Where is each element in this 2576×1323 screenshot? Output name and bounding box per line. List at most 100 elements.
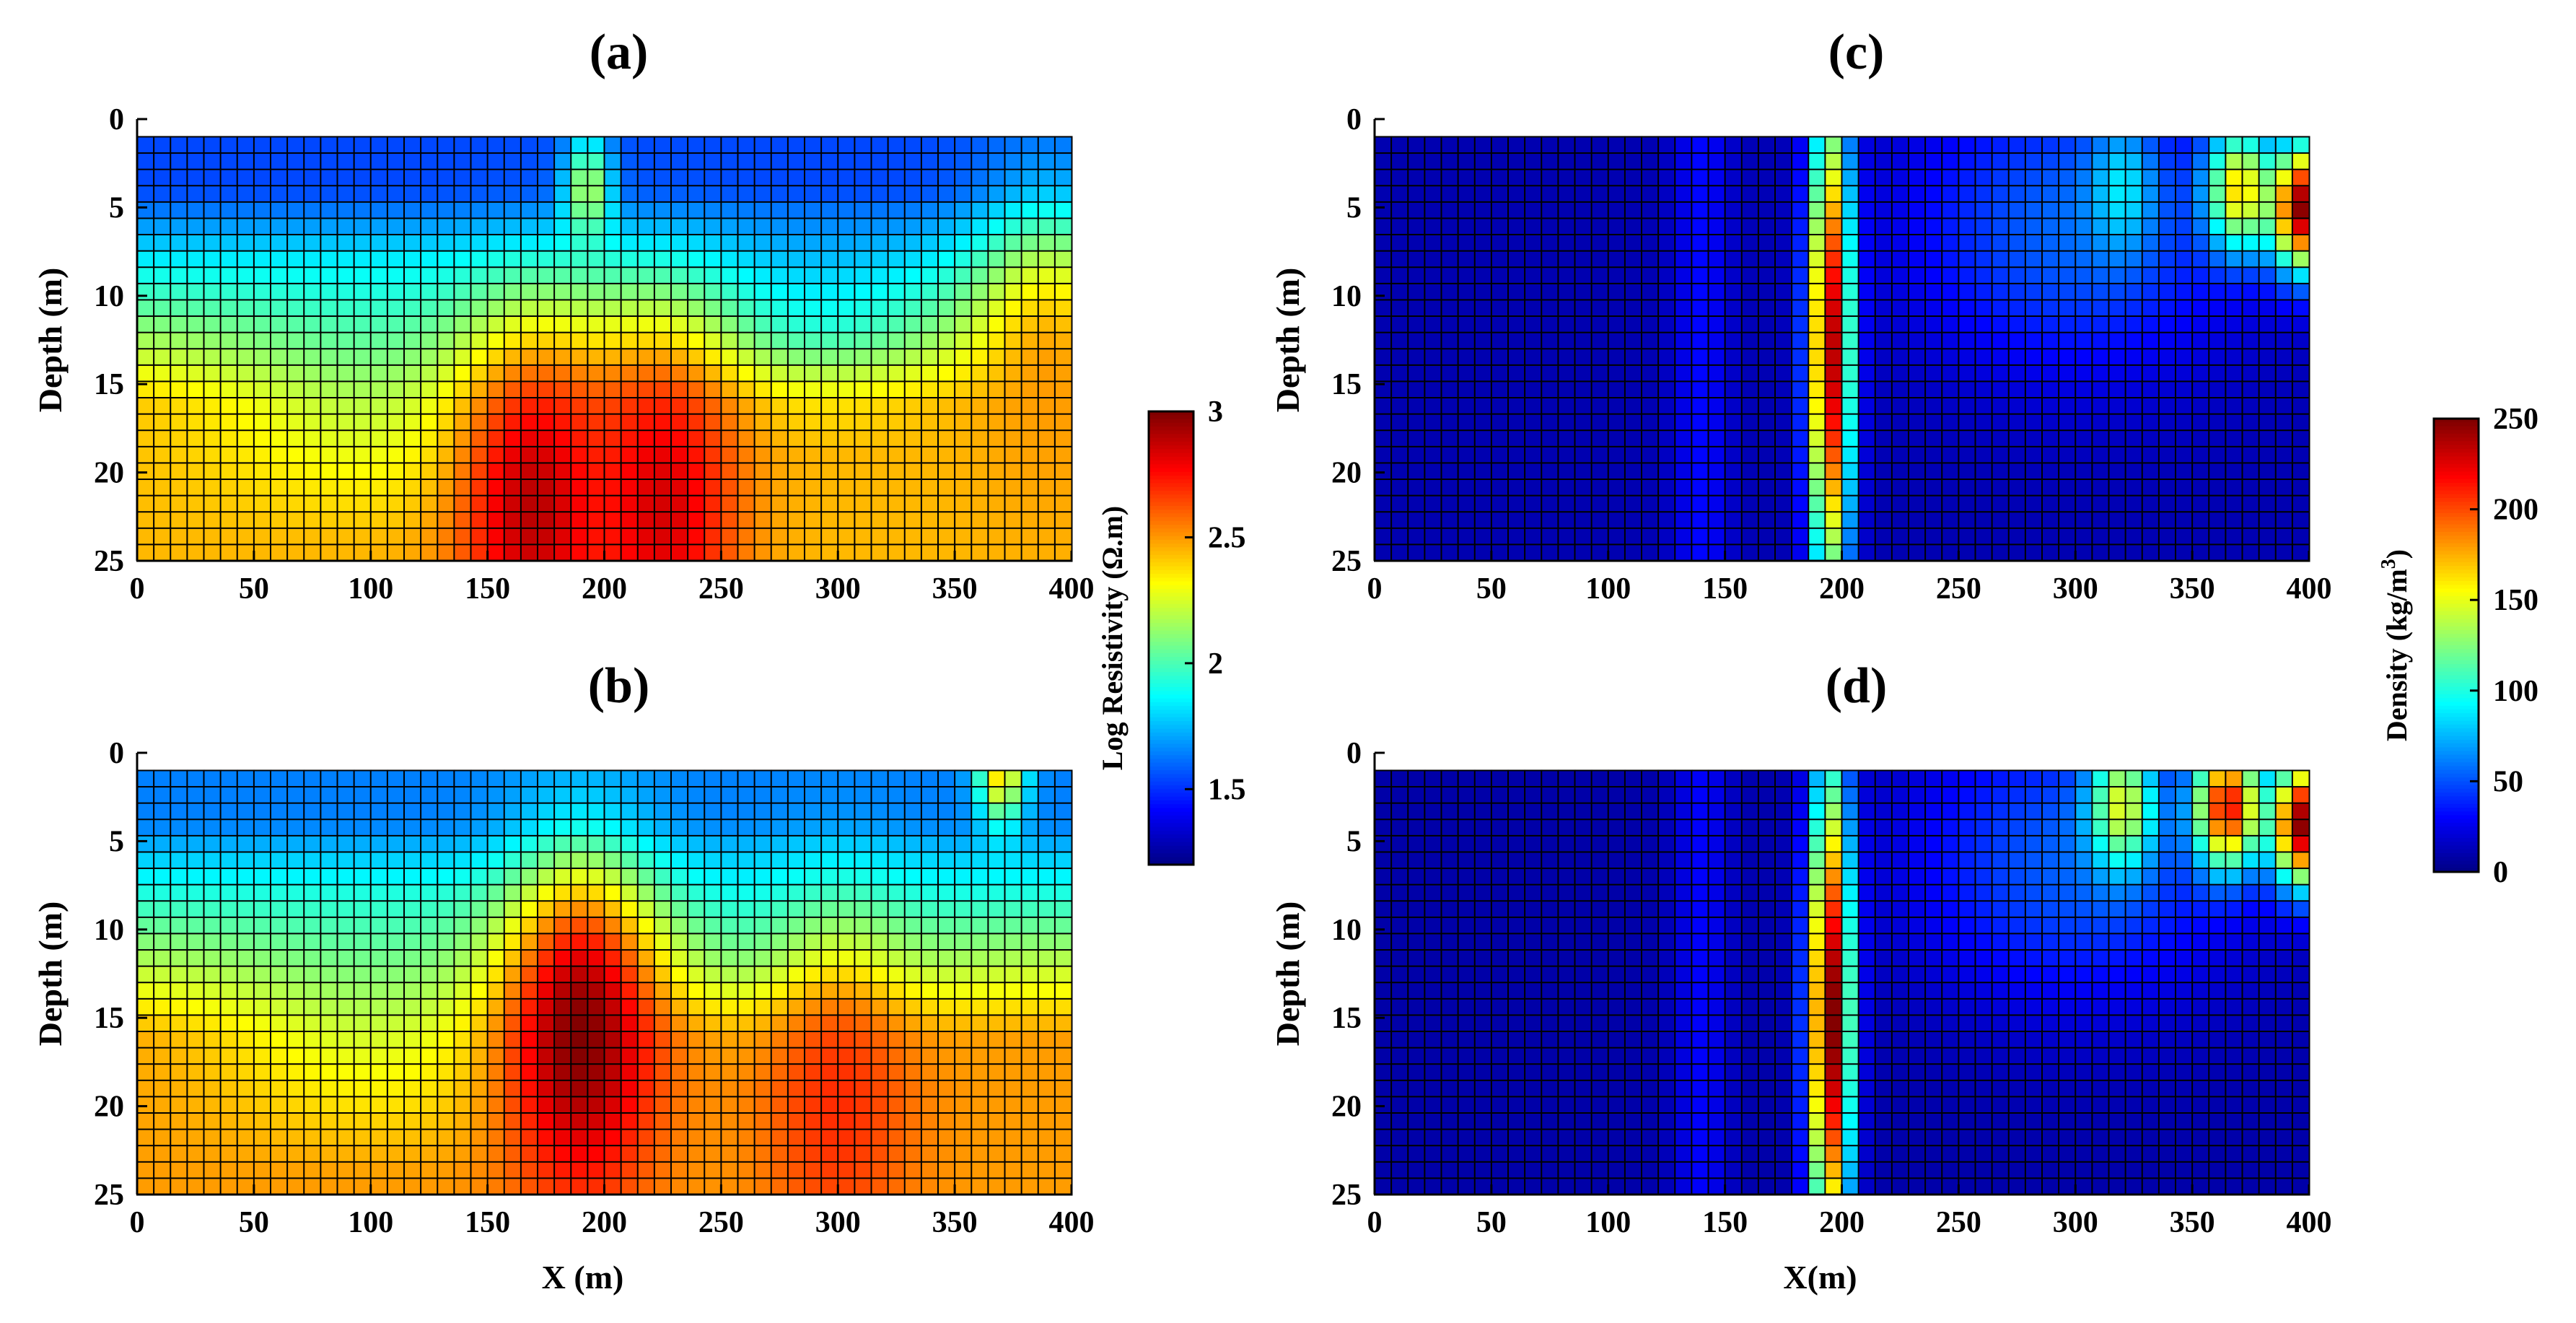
heatmap-cell: [1053, 1161, 1073, 1179]
heatmap-cell: [1507, 543, 1526, 562]
heatmap-cell: [937, 479, 956, 497]
heatmap-cell: [1691, 250, 1709, 268]
heatmap-cell: [1941, 786, 1960, 805]
heatmap-cell: [804, 299, 823, 318]
heatmap-cell: [1641, 185, 1660, 204]
heatmap-cell: [2108, 445, 2127, 464]
heatmap-cell: [2274, 462, 2294, 481]
heatmap-cell: [1053, 331, 1073, 350]
heatmap-cell: [1857, 786, 1877, 805]
heatmap-cell: [1707, 818, 1727, 837]
heatmap-cell: [437, 916, 455, 935]
heatmap-cell: [286, 282, 305, 301]
heatmap-cell: [1440, 152, 1460, 171]
heatmap-cell: [2175, 331, 2194, 350]
heatmap-cell: [1757, 511, 1777, 530]
heatmap-cell: [854, 769, 872, 788]
heatmap-cell: [1908, 900, 1927, 919]
heatmap-cell: [720, 217, 739, 236]
heatmap-cell: [987, 234, 1006, 253]
heatmap-cell: [1407, 364, 1426, 383]
heatmap-cell: [620, 1161, 639, 1179]
heatmap-cell: [903, 282, 923, 301]
heatmap-cell: [636, 1112, 656, 1131]
heatmap-cell: [1053, 413, 1073, 432]
heatmap-cell: [2225, 185, 2243, 204]
heatmap-cell: [170, 494, 188, 513]
heatmap-cell: [369, 299, 389, 318]
heatmap-cell: [971, 1063, 989, 1082]
heatmap-cell: [1004, 462, 1023, 481]
heatmap-cell: [1053, 1047, 1073, 1065]
heatmap-cell: [2191, 883, 2210, 902]
heatmap-cell: [1791, 883, 1810, 902]
heatmap-cell: [770, 479, 789, 497]
heatmap-cell: [687, 282, 706, 301]
heatmap-cell: [920, 445, 939, 464]
heatmap-cell: [2141, 543, 2160, 562]
heatmap-cell: [236, 348, 255, 367]
heatmap-cell: [1841, 769, 1860, 788]
heatmap-cell: [820, 916, 839, 935]
heatmap-cell: [186, 1145, 205, 1163]
heatmap-cell: [1924, 527, 1943, 546]
heatmap-cell: [1020, 185, 1040, 204]
heatmap-cell: [136, 217, 155, 236]
heatmap-cell: [153, 168, 172, 187]
heatmap-cell: [1457, 331, 1476, 350]
heatmap-cell: [336, 217, 356, 236]
heatmap-cell: [1824, 802, 1843, 821]
heatmap-cell: [1407, 348, 1426, 367]
heatmap-cell: [2225, 818, 2243, 837]
heatmap-cell: [971, 965, 989, 984]
heatmap-cell: [620, 1063, 639, 1082]
heatmap-cell: [804, 1112, 823, 1131]
heatmap-cell: [1724, 217, 1743, 236]
heatmap-cell: [2041, 380, 2060, 399]
heatmap-cell: [2058, 527, 2077, 546]
heatmap-cell: [1941, 348, 1960, 367]
heatmap-cell: [720, 152, 739, 171]
heatmap-cell: [653, 315, 673, 334]
heatmap-cell: [2091, 543, 2110, 562]
heatmap-cell: [804, 1161, 823, 1179]
heatmap-cell: [2274, 348, 2294, 367]
heatmap-cell: [1020, 413, 1040, 432]
heatmap-cell: [170, 543, 188, 562]
heatmap-cell: [720, 511, 739, 530]
heatmap-cell: [170, 315, 188, 334]
heatmap-cell: [1607, 282, 1626, 301]
heatmap-cell: [1574, 201, 1593, 219]
heatmap-cell: [136, 1161, 155, 1179]
heatmap-cell: [353, 802, 372, 821]
heatmap-cell: [1457, 527, 1476, 546]
heatmap-cell: [1757, 185, 1777, 204]
heatmap-cell: [1053, 168, 1073, 187]
heatmap-cell: [1037, 786, 1056, 805]
heatmap-cell: [1657, 769, 1676, 788]
heatmap-cell: [270, 982, 289, 1000]
heatmap-cell: [537, 1161, 556, 1179]
heatmap-cell: [1541, 380, 1559, 399]
heatmap-cell: [2258, 769, 2277, 788]
heatmap-cell: [520, 462, 539, 481]
heatmap-cell: [303, 168, 322, 187]
heatmap-cell: [1924, 282, 1943, 301]
heatmap-cell: [653, 802, 673, 821]
heatmap-cell: [520, 331, 539, 350]
heatmap-cell: [1824, 900, 1843, 919]
heatmap-cell: [887, 1063, 906, 1082]
heatmap-cell: [987, 1112, 1006, 1131]
heatmap-cell: [787, 949, 806, 968]
heatmap-cell: [1641, 201, 1660, 219]
heatmap-cell: [1037, 429, 1056, 448]
heatmap-cell: [1757, 834, 1777, 853]
heatmap-cell: [2191, 868, 2210, 886]
heatmap-cell: [136, 462, 155, 481]
heatmap-cell: [2157, 152, 2177, 171]
heatmap-cell: [1774, 445, 1793, 464]
heatmap-cell: [253, 1161, 272, 1179]
heatmap-cell: [2124, 900, 2144, 919]
heatmap-cell: [286, 185, 305, 204]
heatmap-cell: [603, 299, 623, 318]
